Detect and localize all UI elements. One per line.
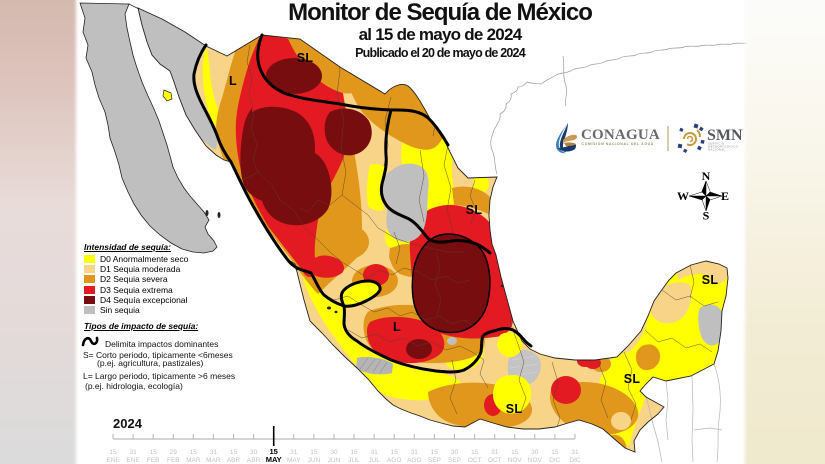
svg-text:31: 31	[411, 449, 419, 456]
svg-text:30: 30	[531, 449, 539, 456]
svg-text:DIC: DIC	[549, 457, 561, 464]
svg-text:MAR: MAR	[186, 457, 201, 464]
svg-text:SEP: SEP	[428, 457, 441, 464]
svg-text:ENE: ENE	[126, 457, 140, 464]
svg-text:31: 31	[129, 449, 137, 456]
svg-text:CONAGUA: CONAGUA	[581, 127, 660, 143]
svg-text:15: 15	[391, 449, 399, 456]
svg-text:FEB: FEB	[147, 457, 160, 464]
svg-text:31: 31	[210, 449, 218, 456]
svg-text:OCT: OCT	[488, 457, 502, 464]
svg-text:FEB: FEB	[167, 457, 180, 464]
svg-text:15: 15	[230, 449, 238, 456]
svg-text:MAR: MAR	[206, 457, 221, 464]
svg-text:JUN: JUN	[328, 457, 341, 464]
svg-text:15: 15	[270, 447, 278, 456]
svg-text:15: 15	[471, 449, 479, 456]
svg-text:15: 15	[190, 449, 198, 456]
svg-text:15: 15	[511, 449, 519, 456]
svg-text:JUN: JUN	[308, 457, 321, 464]
svg-text:MAY: MAY	[266, 455, 282, 464]
svg-text:30: 30	[250, 449, 258, 456]
svg-text:ABR: ABR	[247, 457, 261, 464]
svg-text:SERVICIO: SERVICIO	[708, 142, 725, 146]
svg-text:31: 31	[491, 449, 499, 456]
svg-text:SMN: SMN	[707, 127, 743, 144]
svg-text:JUL: JUL	[348, 457, 360, 464]
svg-text:31: 31	[290, 449, 298, 456]
svg-text:SEP: SEP	[448, 457, 461, 464]
svg-text:NOV: NOV	[528, 457, 543, 464]
svg-text:DIC: DIC	[569, 457, 581, 464]
svg-text:15: 15	[350, 449, 358, 456]
svg-text:15: 15	[310, 449, 318, 456]
svg-text:30: 30	[330, 449, 338, 456]
svg-text:AGO: AGO	[387, 457, 401, 464]
svg-text:ENE: ENE	[106, 457, 120, 464]
svg-text:30: 30	[451, 449, 459, 456]
svg-text:29: 29	[170, 449, 178, 456]
svg-text:31: 31	[571, 449, 579, 456]
svg-text:2024: 2024	[113, 416, 143, 431]
svg-text:NOV: NOV	[508, 457, 523, 464]
svg-text:ABR: ABR	[227, 457, 241, 464]
svg-text:S: S	[703, 209, 710, 223]
svg-text:OCT: OCT	[468, 457, 482, 464]
svg-text:AGO: AGO	[407, 457, 421, 464]
svg-text:W: W	[677, 189, 689, 203]
svg-text:15: 15	[431, 449, 439, 456]
svg-text:N: N	[702, 169, 711, 183]
svg-text:15: 15	[109, 449, 117, 456]
svg-text:MAY: MAY	[287, 457, 301, 464]
svg-text:METEOROLÓGICO: METEOROLÓGICO	[708, 144, 739, 149]
svg-text:JUL: JUL	[368, 457, 380, 464]
svg-text:31: 31	[370, 449, 378, 456]
svg-text:COMISIÓN NACIONAL DEL AGUA: COMISIÓN NACIONAL DEL AGUA	[582, 141, 655, 146]
svg-text:15: 15	[551, 449, 559, 456]
svg-text:15: 15	[150, 449, 158, 456]
svg-text:E: E	[721, 189, 729, 203]
svg-text:NACIONAL: NACIONAL	[708, 148, 726, 152]
